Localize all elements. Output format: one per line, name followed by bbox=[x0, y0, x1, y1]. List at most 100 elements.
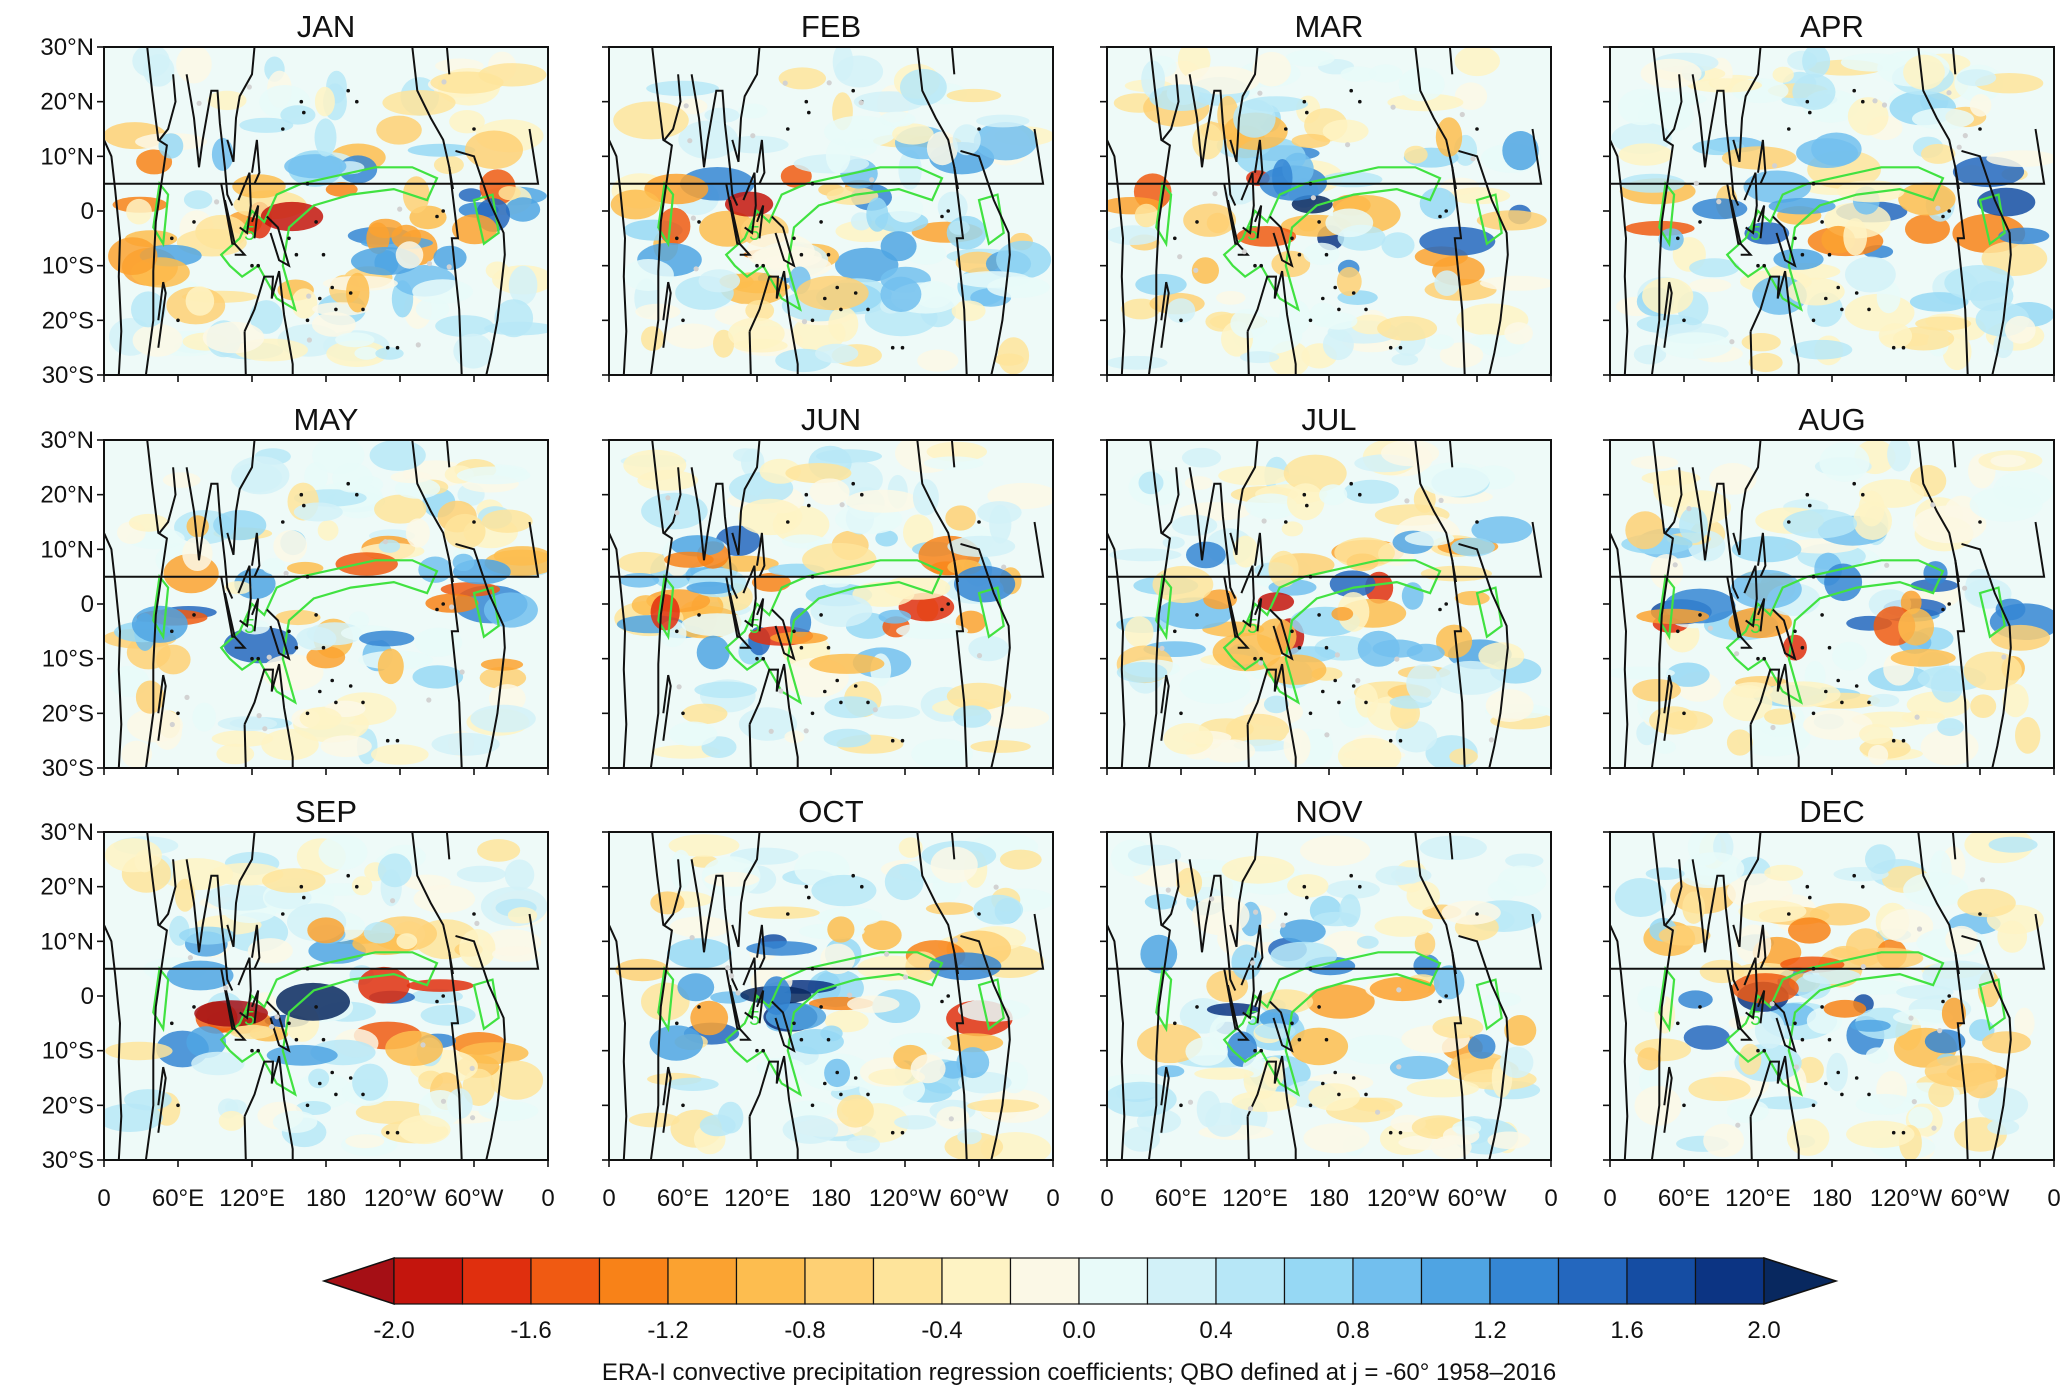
coastline bbox=[445, 440, 451, 468]
precip-cell bbox=[1339, 894, 1361, 928]
coastline bbox=[1961, 542, 2012, 768]
precip-cell bbox=[1678, 990, 1713, 1009]
coastline bbox=[690, 74, 739, 206]
coastline bbox=[731, 440, 761, 556]
precip-cell bbox=[668, 834, 740, 857]
precip-cell bbox=[1703, 1123, 1744, 1158]
coastline bbox=[455, 149, 506, 375]
coastline bbox=[1726, 968, 1742, 1030]
precip-cell bbox=[291, 288, 318, 319]
island bbox=[1793, 236, 1797, 241]
island bbox=[1676, 1021, 1680, 1026]
precip-cell bbox=[1792, 74, 1836, 110]
colorbar-segment bbox=[941, 1257, 1012, 1305]
precip-cell bbox=[131, 605, 188, 643]
lon-tick-label: 60°W bbox=[950, 1185, 1009, 1212]
lat-tick-label: 0 bbox=[81, 591, 94, 618]
coastline bbox=[243, 1055, 294, 1160]
precip-cell bbox=[641, 492, 708, 530]
significance-dot bbox=[1672, 562, 1678, 568]
island bbox=[170, 629, 174, 634]
precip-cell bbox=[957, 998, 1030, 1022]
lon-tick-label: 60°W bbox=[445, 1185, 504, 1212]
coastline bbox=[769, 20, 781, 42]
island bbox=[305, 318, 310, 323]
precip-cell bbox=[176, 47, 212, 84]
significance-dot bbox=[1916, 926, 1923, 932]
precip-cell bbox=[1308, 1083, 1360, 1111]
precip-cell bbox=[1448, 187, 1511, 205]
significance-dot bbox=[1860, 964, 1866, 970]
island bbox=[318, 296, 322, 301]
precip-cell bbox=[1149, 84, 1213, 111]
precip-cell bbox=[1487, 1131, 1531, 1150]
colorbar-segment bbox=[667, 1257, 738, 1305]
coastline bbox=[1772, 608, 1797, 661]
significance-dot bbox=[1310, 195, 1316, 201]
coastline bbox=[756, 990, 765, 1024]
island bbox=[1861, 99, 1865, 104]
island bbox=[1253, 263, 1257, 268]
coastline bbox=[663, 74, 682, 141]
precip-cell bbox=[1896, 984, 1954, 1000]
precip-cell bbox=[1823, 999, 1867, 1018]
precip-cell bbox=[1336, 267, 1362, 296]
coastline bbox=[1664, 467, 1683, 534]
coastline bbox=[756, 924, 766, 970]
coastline bbox=[1951, 832, 1957, 860]
coastline bbox=[748, 331, 752, 375]
precip-cell bbox=[1986, 150, 2054, 167]
precip-cell bbox=[825, 138, 851, 174]
coastline bbox=[1160, 281, 1170, 348]
significance-dot bbox=[1324, 732, 1330, 738]
lon-tick-label: 180 bbox=[1812, 1185, 1852, 1212]
coastline bbox=[448, 560, 463, 768]
precip-cell bbox=[1502, 131, 1539, 171]
coastline bbox=[243, 270, 294, 375]
precip-cell bbox=[844, 139, 877, 156]
island bbox=[786, 520, 790, 524]
precip-cell bbox=[1487, 880, 1517, 902]
precip-cell bbox=[947, 535, 1016, 558]
significance-dot bbox=[441, 79, 447, 85]
coastline bbox=[1188, 467, 1237, 599]
island bbox=[835, 1070, 839, 1075]
precip-cell bbox=[1640, 58, 1702, 89]
island bbox=[256, 656, 261, 661]
colorbar-segment bbox=[1489, 1257, 1560, 1305]
lat-tick-label: 20°N bbox=[40, 482, 94, 509]
island bbox=[890, 1130, 895, 1135]
contour-label: 5 bbox=[1247, 616, 1258, 638]
precip-cell bbox=[1185, 1037, 1228, 1066]
coastline bbox=[251, 598, 260, 632]
island bbox=[1438, 607, 1442, 612]
climatology-contour bbox=[152, 966, 170, 1033]
precip-field: 5 bbox=[1107, 47, 1551, 375]
precip-cell bbox=[1726, 729, 1753, 756]
precip-cell bbox=[1920, 728, 1979, 766]
island bbox=[1173, 1021, 1177, 1026]
precip-cell bbox=[1689, 278, 1732, 293]
precip-cell bbox=[1265, 654, 1327, 685]
island bbox=[1302, 99, 1307, 104]
significance-dot bbox=[415, 342, 421, 348]
coastline bbox=[1451, 952, 1466, 1160]
precip-cell bbox=[941, 1033, 1004, 1053]
island bbox=[1840, 700, 1844, 705]
island bbox=[318, 689, 322, 694]
coastline bbox=[1246, 270, 1297, 375]
coastline bbox=[1743, 565, 1758, 628]
island bbox=[395, 1130, 400, 1135]
climatology-contour bbox=[657, 181, 675, 248]
coastline bbox=[243, 1116, 247, 1160]
island bbox=[1820, 1005, 1824, 1009]
precip-cell bbox=[127, 708, 183, 743]
coastline bbox=[1223, 968, 1239, 1030]
coastline bbox=[1107, 521, 1543, 578]
precip-cell bbox=[217, 716, 278, 732]
precip-cell bbox=[957, 1128, 982, 1145]
island bbox=[786, 127, 790, 131]
map-panel: JUN 5 bbox=[602, 402, 1054, 775]
map-panel: OCT 5 0 60°E 120°E 180 120°W 60°W 0 bbox=[602, 794, 1060, 1212]
island bbox=[1978, 912, 1982, 916]
